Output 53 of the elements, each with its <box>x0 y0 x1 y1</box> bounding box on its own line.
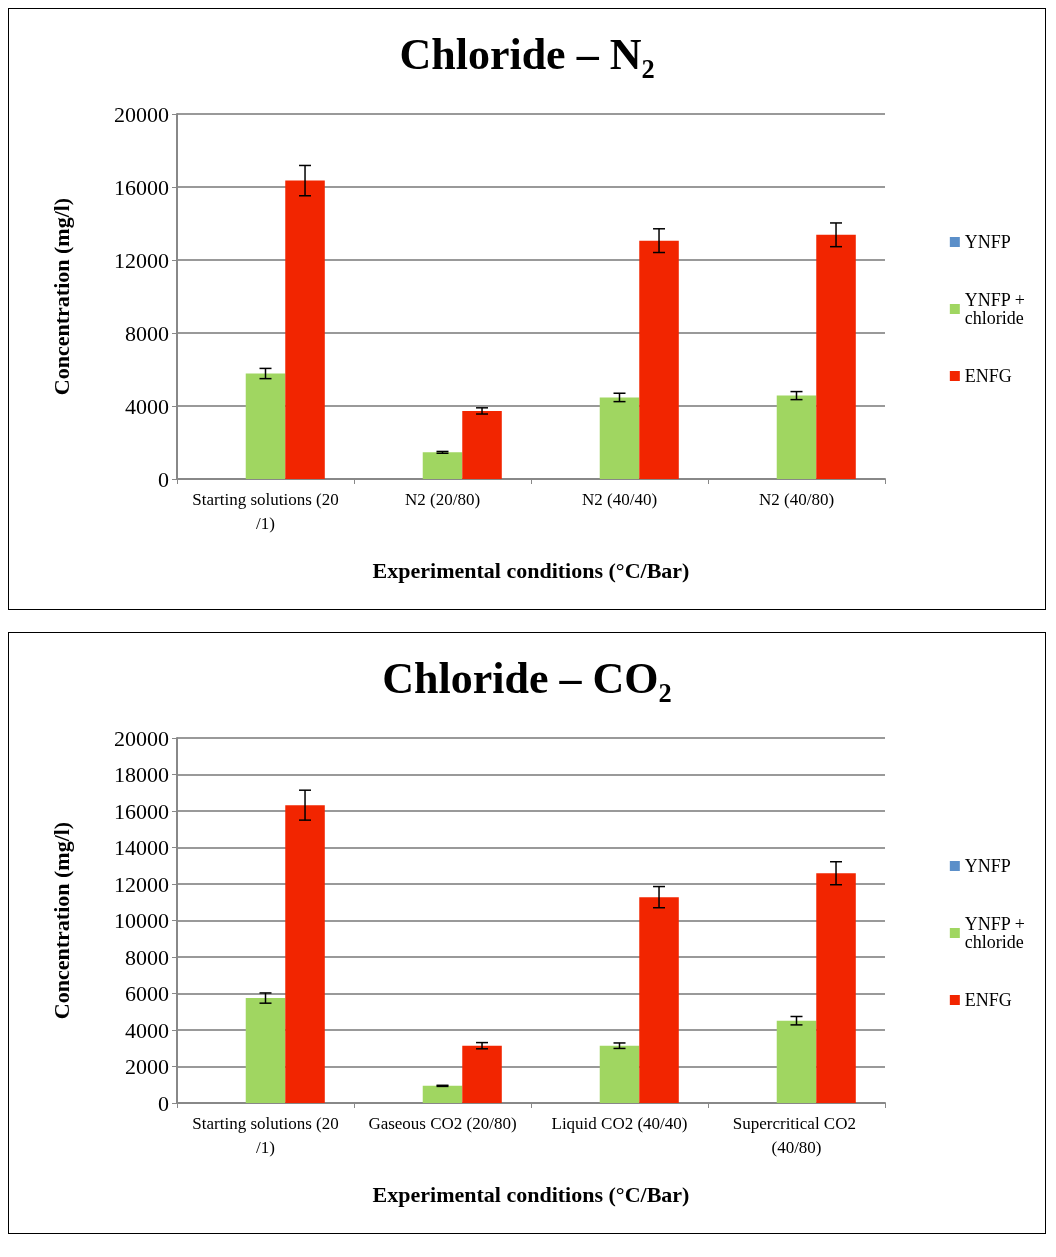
x-axis-title: Experimental conditions (°C/Bar) <box>372 1181 690 1207</box>
x-tick-label: Liquid CO2 (40/40) <box>551 1113 688 1133</box>
bar <box>816 873 856 1103</box>
y-tick-label: 18000 <box>114 762 169 787</box>
x-axis-title: Experimental conditions (°C/Bar) <box>372 557 690 583</box>
y-tick-label: 20000 <box>114 101 169 127</box>
bar <box>816 234 856 479</box>
legend-label: YNFP + chloride <box>964 914 1030 952</box>
chart-title: Chloride – CO₂ <box>382 653 672 703</box>
legend-label: YNFP <box>964 856 1011 876</box>
x-tick-label: Gaseous CO2 (20/80) <box>368 1113 517 1133</box>
y-tick-label: 0 <box>158 466 169 492</box>
bar <box>285 805 325 1103</box>
y-tick-label: 14000 <box>114 835 169 860</box>
bar <box>599 1045 640 1103</box>
bar <box>462 1045 502 1103</box>
legend-label: ENFG <box>964 366 1012 386</box>
legend-label: YNFP + chloride <box>964 290 1030 328</box>
x-tick-label: N2 (20/80) <box>404 489 481 509</box>
y-tick-label: 2000 <box>125 1054 169 1079</box>
x-tick-label: Supercritical CO2 (40/80) <box>732 1113 861 1157</box>
x-tick-label: N2 (40/80) <box>758 489 835 509</box>
y-tick-label: 4000 <box>125 393 169 419</box>
bar <box>462 410 502 479</box>
y-tick-label: 0 <box>158 1090 169 1116</box>
bar <box>776 1020 817 1103</box>
y-tick-label: 12000 <box>114 871 169 897</box>
bar <box>422 1085 463 1103</box>
bar <box>599 397 640 479</box>
bar <box>776 395 817 479</box>
chart-title: Chloride – N₂ <box>399 29 655 79</box>
y-tick-label: 4000 <box>125 1017 169 1043</box>
bar <box>285 180 325 479</box>
x-tick-label: Starting solutions (20/1) <box>192 489 339 533</box>
bar <box>245 373 286 479</box>
y-tick-label: 8000 <box>125 944 169 970</box>
bar <box>422 452 463 479</box>
bar <box>639 897 679 1103</box>
y-tick-label: 16000 <box>114 174 169 200</box>
y-tick-label: 8000 <box>125 320 169 346</box>
bar <box>639 240 679 479</box>
x-tick-label: N2 (40/40) <box>581 489 658 509</box>
y-tick-label: 16000 <box>114 798 169 824</box>
x-tick-label: Starting solutions (20/1) <box>192 1113 339 1157</box>
y-axis-title: Concentration (mg/l) <box>48 821 74 1020</box>
legend-label: YNFP <box>964 232 1011 252</box>
bar <box>245 998 286 1103</box>
y-axis-title: Concentration (mg/l) <box>48 197 74 396</box>
legend-label: ENFG <box>964 990 1012 1010</box>
y-tick-label: 20000 <box>114 725 169 751</box>
y-tick-label: 6000 <box>125 981 169 1006</box>
y-tick-label: 12000 <box>114 247 169 273</box>
y-tick-label: 10000 <box>114 908 169 933</box>
